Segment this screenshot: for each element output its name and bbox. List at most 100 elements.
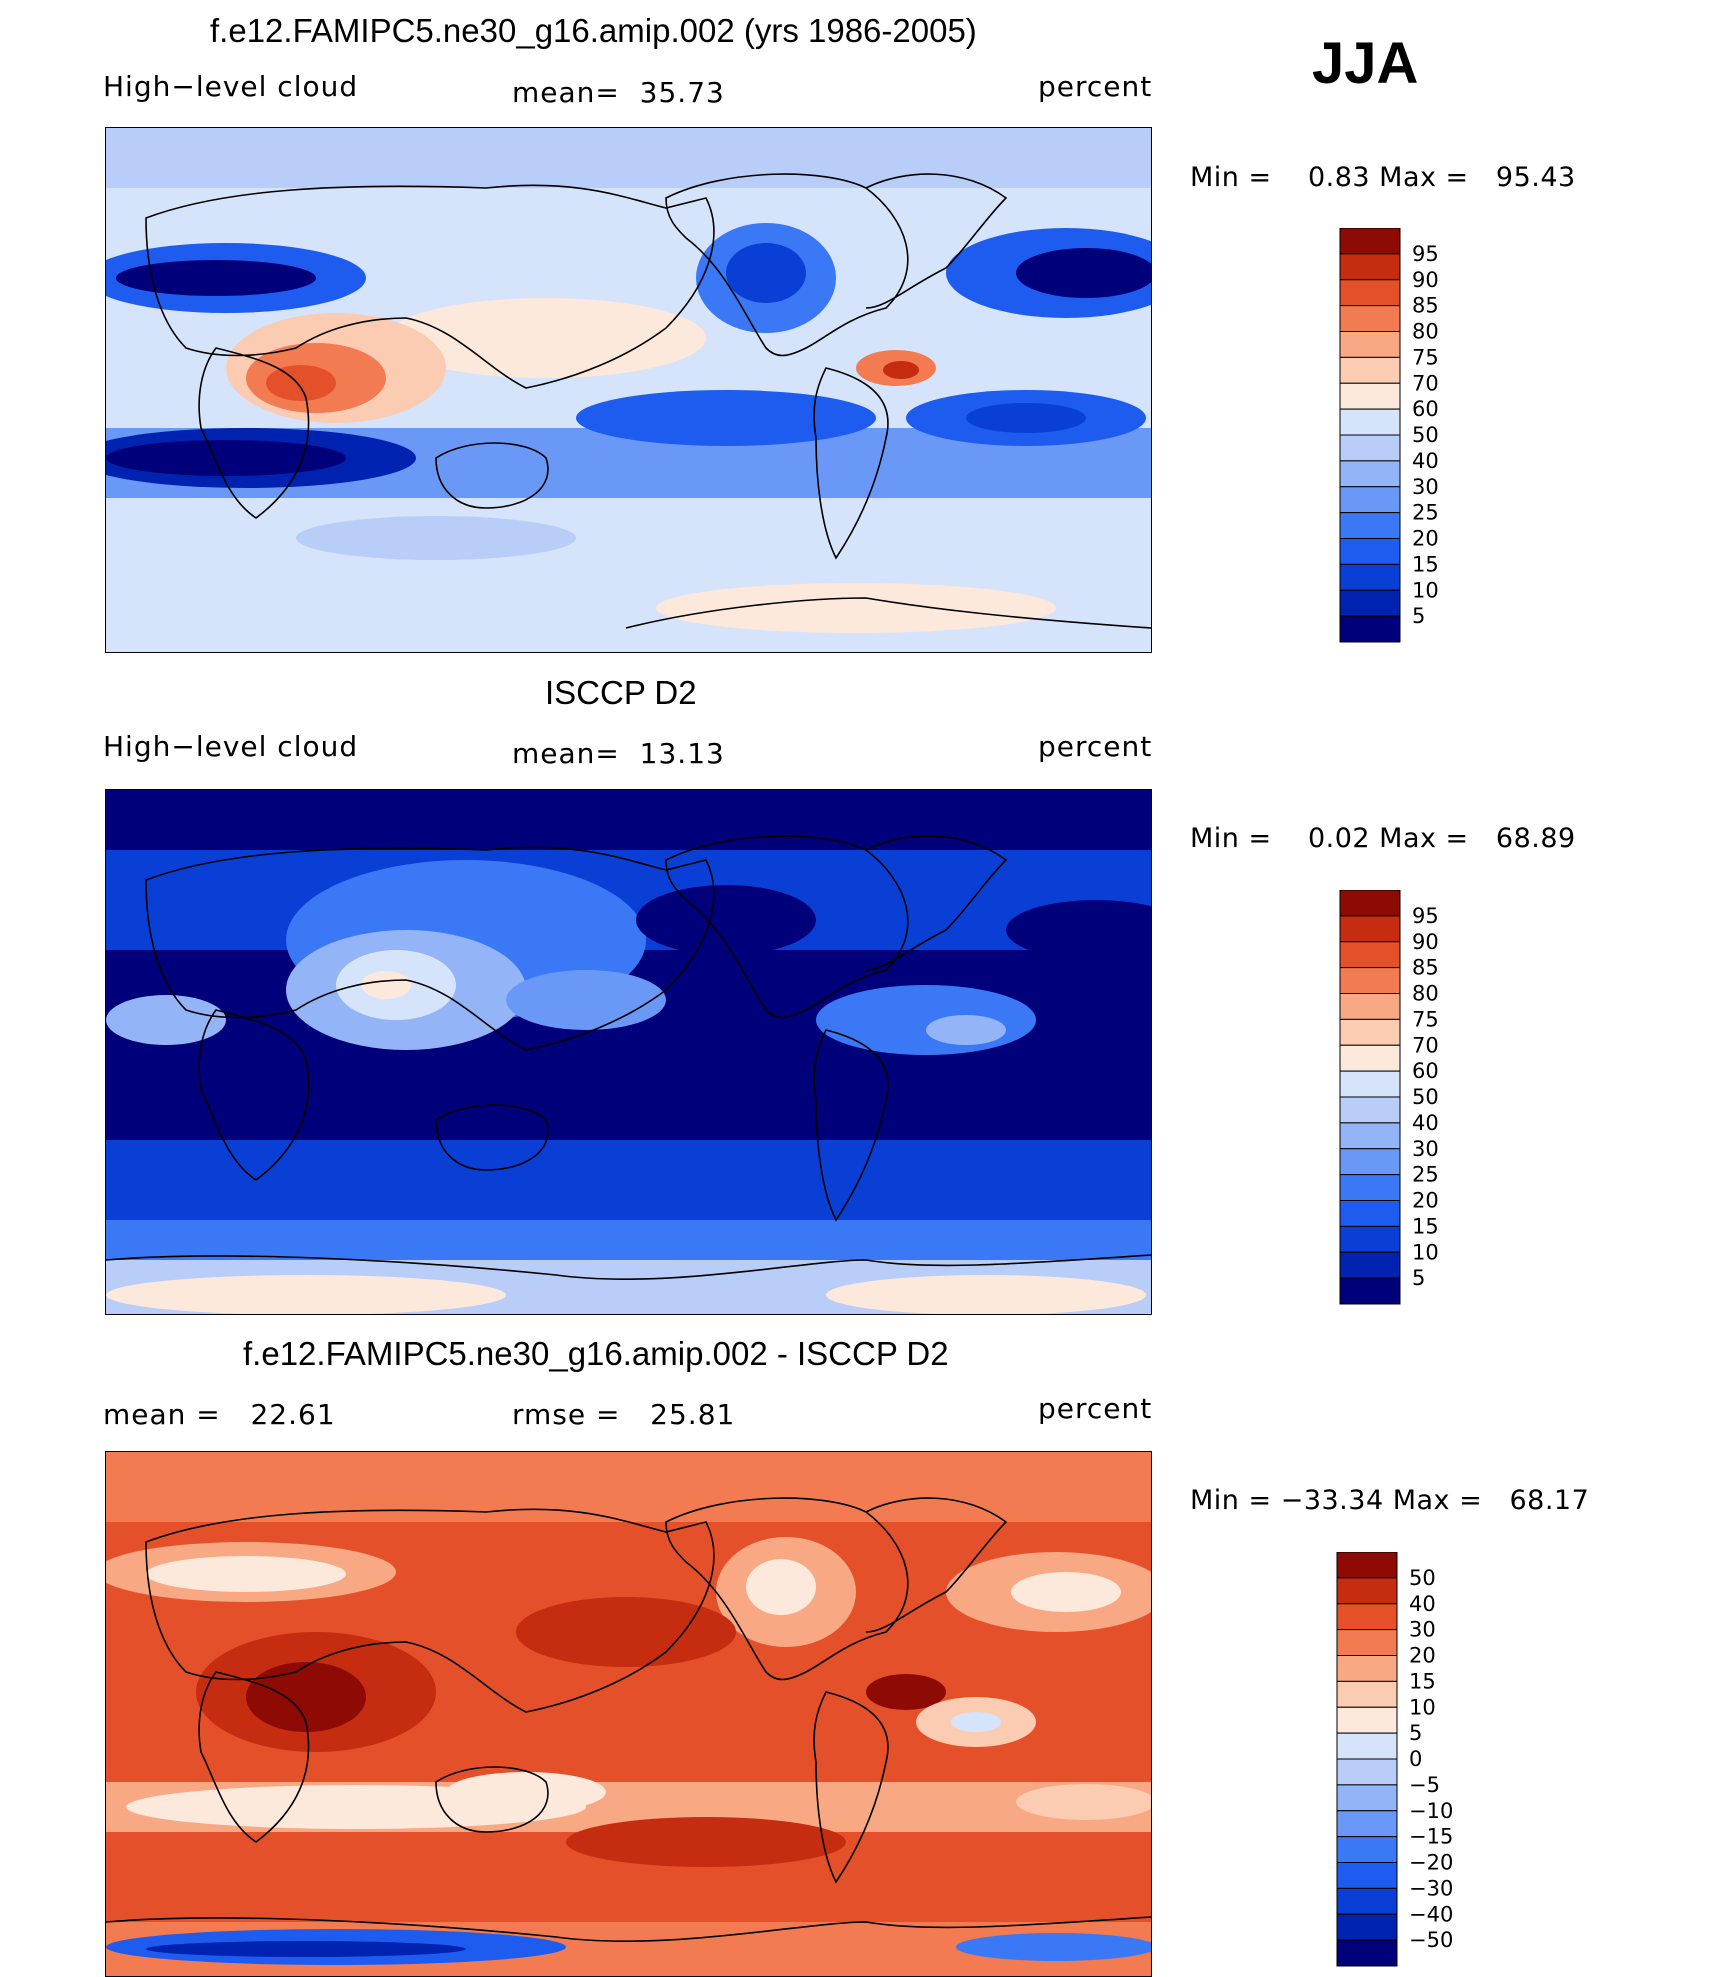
colorbar-swatch (1339, 460, 1401, 488)
colorbar-tick-label: 5 (1409, 1721, 1422, 1745)
colorbar-swatch (1336, 1577, 1398, 1605)
colorbar-swatch (1339, 1148, 1401, 1176)
colorbar-tick-label: −10 (1409, 1799, 1453, 1823)
colorbar-tick-label: 95 (1412, 904, 1439, 928)
colorbar-tick-label: 20 (1409, 1644, 1436, 1668)
colorbar-swatch (1339, 434, 1401, 462)
colorbar-swatch (1336, 1887, 1398, 1915)
colorbar-tick-label: 30 (1409, 1618, 1436, 1642)
colorbar-swatch (1339, 356, 1401, 384)
colorbar-swatch (1339, 915, 1401, 943)
colorbar-swatch (1336, 1758, 1398, 1786)
colorbar-tick-label: −50 (1409, 1928, 1453, 1952)
colorbar-swatch (1336, 1862, 1398, 1889)
colorbar-swatch (1336, 1732, 1398, 1760)
colorbar-tick-label: 80 (1412, 982, 1439, 1006)
colorbar-tick-label: 85 (1412, 956, 1439, 980)
panel3-minmax: Min = −33.34 Max = 68.17 (1190, 1485, 1590, 1516)
colorbar-swatch (1336, 1836, 1398, 1863)
panel2-colorbar: 95 90 85 80 75 70 60 50 40 30 25 20 15 10 5 (1338, 889, 1478, 1306)
colorbar-swatch (1339, 305, 1401, 332)
panel1-map (105, 127, 1152, 653)
colorbar-tick-label: 60 (1412, 397, 1439, 421)
panel1-variable-label: High−level cloud (103, 70, 359, 103)
colorbar-swatch (1339, 253, 1401, 281)
colorbar-tick-label: 50 (1412, 423, 1439, 447)
colorbar-swatch (1339, 615, 1401, 643)
colorbar-tick-label: 40 (1412, 1111, 1439, 1135)
colorbar-swatch (1339, 227, 1401, 255)
colorbar-swatch (1336, 1810, 1398, 1838)
colorbar-tick-label: 25 (1412, 1163, 1439, 1187)
colorbar-tick-label: 0 (1409, 1747, 1422, 1771)
colorbar-tick-label: 10 (1412, 578, 1439, 602)
colorbar-tick-label: −30 (1409, 1876, 1453, 1900)
colorbar-swatch (1339, 1044, 1401, 1072)
colorbar-tick-label: 15 (1409, 1669, 1436, 1693)
panel3-rmse-label: rmse = 25.81 (512, 1398, 736, 1431)
colorbar-tick-label: 75 (1412, 345, 1439, 369)
panel1-colorbar: 95 90 85 80 75 70 60 50 40 30 25 20 15 10 5 (1338, 227, 1478, 644)
colorbar-swatch (1336, 1939, 1398, 1967)
panel3-colorbar: 50 40 30 20 15 10 5 0 −5 −10 −15 −20 −30 −40 −50 (1335, 1551, 1475, 1968)
colorbar-swatch (1336, 1680, 1398, 1708)
season-label: JJA (1312, 31, 1419, 96)
colorbar-tick-label: 70 (1412, 1033, 1439, 1057)
colorbar-swatch (1339, 1200, 1401, 1227)
colorbar-swatch (1339, 563, 1401, 591)
colorbar-swatch (1336, 1603, 1398, 1631)
colorbar-swatch (1339, 382, 1401, 410)
panel2-mean-label: mean= 13.13 (512, 737, 725, 770)
colorbar-swatch (1336, 1655, 1398, 1682)
colorbar-tick-label: 40 (1412, 449, 1439, 473)
colorbar-swatch (1336, 1706, 1398, 1734)
colorbar-tick-label: 10 (1412, 1240, 1439, 1264)
colorbar-swatch (1339, 1018, 1401, 1046)
colorbar-swatch (1339, 279, 1401, 307)
colorbar-swatch (1339, 512, 1401, 539)
colorbar-tick-label: 10 (1409, 1695, 1436, 1719)
panel2-map (105, 789, 1152, 1315)
colorbar-tick-label: 20 (1412, 1189, 1439, 1213)
colorbar-tick-label: 90 (1412, 268, 1439, 292)
colorbar-tick-label: 15 (1412, 1214, 1439, 1238)
colorbar-tick-label: −5 (1409, 1773, 1440, 1797)
panel1-title: f.e12.FAMIPC5.ne30_g16.amip.002 (yrs 198… (210, 12, 977, 49)
panel1-minmax: Min = 0.83 Max = 95.43 (1190, 162, 1576, 193)
colorbar-tick-label: 85 (1412, 294, 1439, 318)
colorbar-tick-label: 40 (1409, 1592, 1436, 1616)
colorbar-swatch (1339, 1277, 1401, 1305)
colorbar-swatch (1339, 941, 1401, 969)
panel2-variable-label: High−level cloud (103, 730, 359, 763)
panel1-mean-label: mean= 35.73 (512, 76, 725, 109)
colorbar-swatch (1339, 1174, 1401, 1201)
colorbar-swatch (1336, 1913, 1398, 1941)
colorbar-swatch (1339, 1225, 1401, 1253)
colorbar-swatch (1339, 967, 1401, 994)
colorbar-swatch (1336, 1551, 1398, 1579)
colorbar-tick-label: 5 (1412, 604, 1425, 628)
colorbar-swatch (1339, 589, 1401, 617)
colorbar-swatch (1339, 538, 1401, 565)
colorbar-swatch (1336, 1629, 1398, 1656)
colorbar-tick-label: 50 (1409, 1566, 1436, 1590)
colorbar-tick-label: 70 (1412, 371, 1439, 395)
colorbar-swatch (1339, 993, 1401, 1020)
colorbar-tick-label: 50 (1412, 1085, 1439, 1109)
colorbar-tick-label: −20 (1409, 1851, 1453, 1875)
panel2-title: ISCCP D2 (545, 674, 697, 711)
colorbar-swatch (1339, 889, 1401, 917)
colorbar-tick-label: 95 (1412, 242, 1439, 266)
colorbar-tick-label: 20 (1412, 527, 1439, 551)
panel3-units-label: percent (1038, 1392, 1153, 1425)
colorbar-swatch (1339, 331, 1401, 358)
colorbar-tick-label: 15 (1412, 552, 1439, 576)
colorbar-swatch (1339, 408, 1401, 436)
colorbar-tick-label: 60 (1412, 1059, 1439, 1083)
panel2-minmax: Min = 0.02 Max = 68.89 (1190, 823, 1576, 854)
colorbar-tick-label: −40 (1409, 1902, 1453, 1926)
panel2-units-label: percent (1038, 730, 1153, 763)
colorbar-tick-label: 30 (1412, 1137, 1439, 1161)
colorbar-tick-label: 25 (1412, 501, 1439, 525)
panel3-title: f.e12.FAMIPC5.ne30_g16.amip.002 - ISCCP … (243, 1335, 949, 1372)
